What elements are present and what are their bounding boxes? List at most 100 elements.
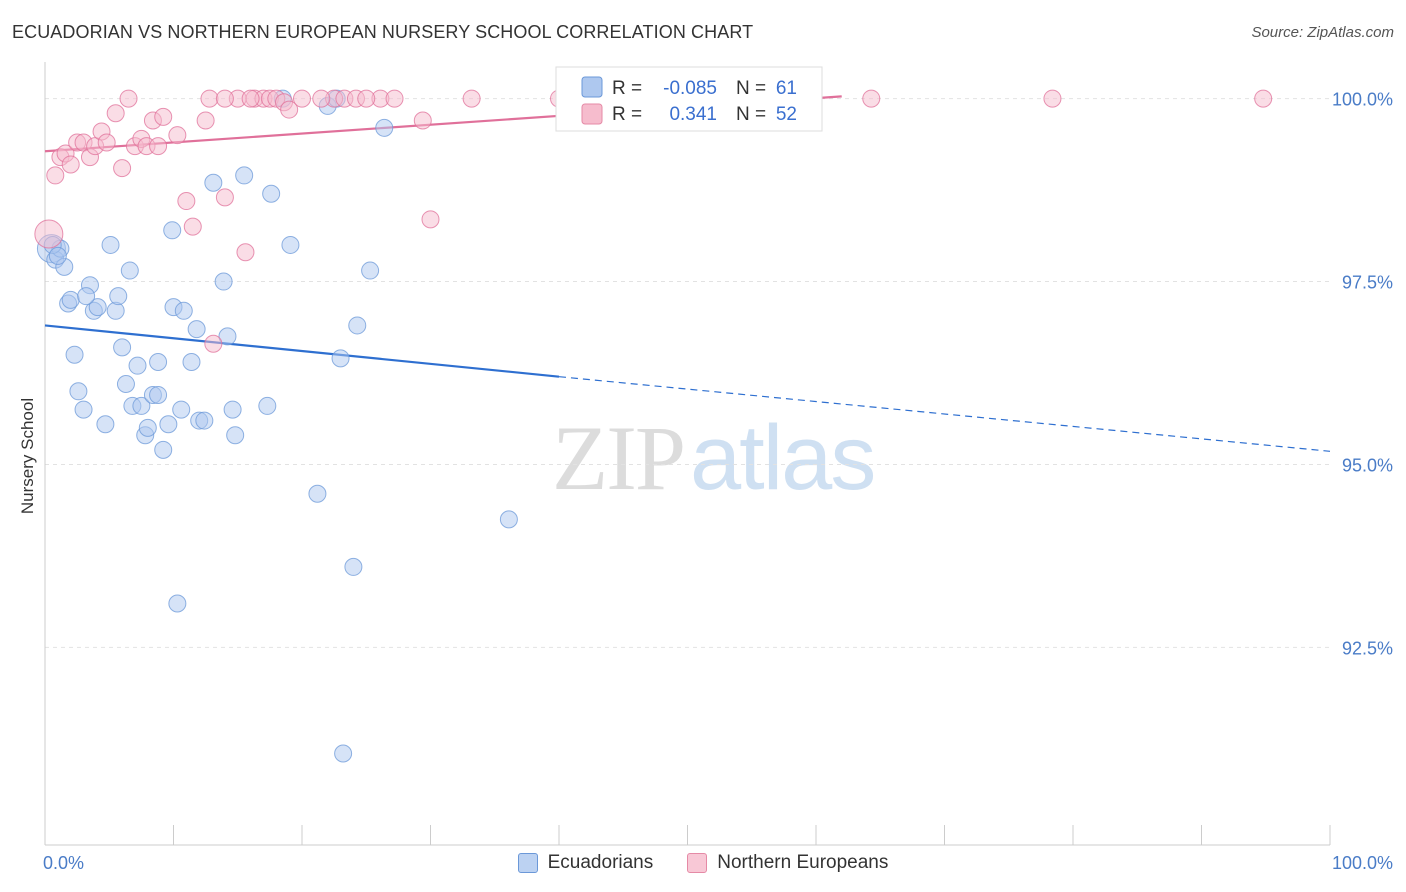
data-point	[88, 298, 107, 317]
legend-swatch	[687, 853, 708, 873]
watermark-atlas: atlas	[690, 407, 876, 509]
data-point	[385, 89, 404, 108]
data-point	[168, 594, 187, 613]
data-point	[96, 415, 115, 434]
data-point	[149, 137, 168, 156]
data-point	[204, 334, 223, 353]
data-point	[223, 400, 242, 419]
data-point	[421, 210, 440, 229]
legend-swatch	[517, 853, 538, 873]
chart-title: ECUADORIAN VS NORTHERN EUROPEAN NURSERY …	[12, 22, 754, 42]
data-point	[344, 557, 363, 576]
data-point	[182, 353, 201, 372]
trend-line-extension	[558, 376, 1331, 452]
legend-r-value-1: -0.085	[663, 78, 717, 99]
data-point	[101, 235, 120, 254]
data-point	[77, 287, 96, 306]
data-point	[120, 261, 139, 280]
stats-legend: R = -0.085 N = 61 R = 0.341 N = 52	[555, 66, 823, 132]
data-point	[262, 184, 281, 203]
data-point	[159, 415, 178, 434]
x-tick-label: 0.0%	[43, 853, 84, 873]
data-point	[204, 173, 223, 192]
legend-n-value-2: 52	[776, 104, 797, 125]
data-point	[236, 243, 255, 262]
data-point	[1254, 89, 1273, 108]
watermark: ZIPatlas	[552, 405, 876, 511]
data-point	[241, 89, 260, 108]
y-tick-label: 95.0%	[1342, 455, 1393, 475]
data-point	[357, 89, 376, 108]
data-point	[65, 345, 84, 364]
data-points	[34, 89, 1273, 763]
data-point	[106, 301, 125, 320]
data-point	[462, 89, 481, 108]
data-point	[174, 301, 193, 320]
data-point	[168, 126, 187, 145]
data-point	[61, 155, 80, 174]
data-point	[348, 316, 367, 335]
data-point	[69, 382, 88, 401]
data-point	[862, 89, 881, 108]
axes	[44, 62, 1331, 846]
legend-swatch-northern-europeans	[581, 103, 603, 125]
data-point	[61, 290, 80, 309]
data-point	[138, 418, 157, 437]
trend-line	[44, 324, 560, 378]
series-legend: Ecuadorians Northern Europeans	[0, 852, 1406, 874]
data-point	[331, 349, 350, 368]
series-ecuadorians	[36, 89, 518, 763]
data-point	[34, 219, 64, 249]
data-point	[258, 396, 277, 415]
legend-n-value-1: 61	[776, 78, 797, 99]
data-point	[226, 426, 245, 445]
data-point	[172, 400, 191, 419]
legend-item-northern-europeans: Northern Europeans	[687, 852, 888, 874]
series-northern-europeans	[34, 89, 1273, 353]
legend-r-label-2: R =	[612, 104, 642, 125]
data-point	[154, 107, 173, 126]
legend-n-label-1: N =	[736, 78, 766, 99]
data-point	[281, 235, 300, 254]
data-point	[218, 327, 237, 346]
data-point	[215, 89, 234, 108]
data-point	[48, 246, 67, 265]
data-point	[154, 440, 173, 459]
legend-r-value-2: 0.341	[669, 104, 717, 125]
data-point	[149, 353, 168, 372]
data-point	[196, 111, 215, 130]
data-point	[235, 166, 254, 185]
y-tick-label: 97.5%	[1342, 273, 1393, 293]
data-point	[109, 287, 128, 306]
data-point	[308, 484, 327, 503]
data-point	[132, 396, 151, 415]
data-point	[215, 188, 234, 207]
chart-source: Source: ZipAtlas.com	[1251, 24, 1394, 41]
data-point	[97, 133, 116, 152]
legend-n-label-2: N =	[736, 104, 766, 125]
data-point	[46, 166, 65, 185]
trend-lines	[44, 95, 1331, 452]
data-point	[183, 217, 202, 236]
x-tick-label: 100.0%	[1332, 853, 1393, 873]
legend-r-label-1: R =	[612, 78, 642, 99]
y-tick-labels: 92.5% 95.0% 97.5% 100.0%	[1332, 90, 1393, 659]
data-point	[74, 400, 93, 419]
legend-item-ecuadorians: Ecuadorians	[517, 852, 653, 874]
data-point	[106, 104, 125, 123]
data-point	[113, 338, 132, 357]
data-point	[214, 272, 233, 291]
data-point	[375, 118, 394, 137]
data-point	[361, 261, 380, 280]
legend-swatch-ecuadorians	[581, 76, 603, 98]
data-point	[177, 192, 196, 211]
legend-label: Northern Europeans	[717, 852, 889, 873]
data-point	[116, 374, 135, 393]
data-point	[499, 510, 518, 529]
data-point	[195, 411, 214, 430]
y-tick-label: 92.5%	[1342, 638, 1393, 658]
data-point	[1043, 89, 1062, 108]
data-point	[334, 744, 353, 763]
data-point	[280, 100, 299, 119]
